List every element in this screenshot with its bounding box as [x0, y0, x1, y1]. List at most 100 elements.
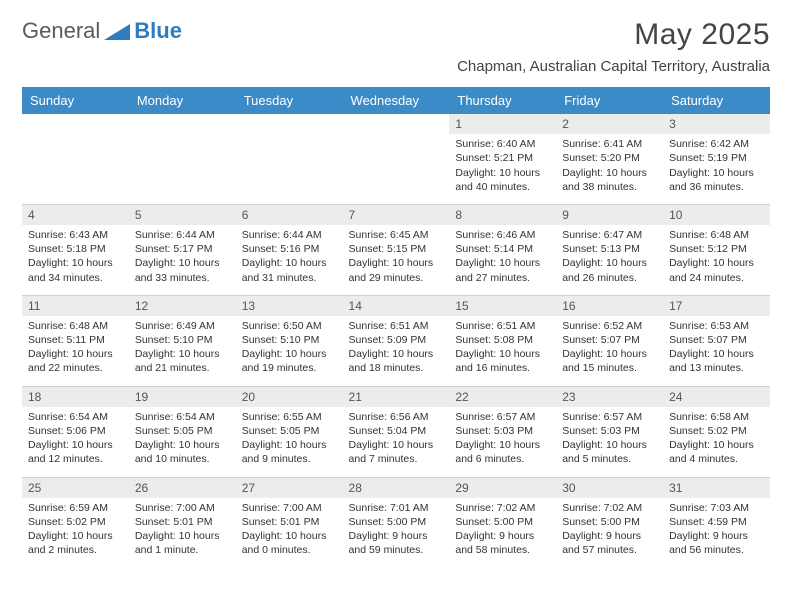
day-number: 19: [129, 387, 236, 407]
day-number-cell: 19: [129, 387, 236, 407]
day-number-cell: 5: [129, 205, 236, 225]
day-number-row: 25262728293031: [22, 478, 770, 498]
day-detail-cell: Sunrise: 6:45 AMSunset: 5:15 PMDaylight:…: [343, 225, 450, 295]
daylight-text: Daylight: 10 hours and 21 minutes.: [135, 347, 230, 375]
day-number: 2: [556, 114, 663, 134]
day-detail-cell: Sunrise: 6:57 AMSunset: 5:03 PMDaylight:…: [449, 407, 556, 477]
header: General Blue May 2025 Chapman, Australia…: [22, 18, 770, 75]
day-number: 3: [663, 114, 770, 134]
day-number: 18: [22, 387, 129, 407]
sunset-text: Sunset: 5:10 PM: [242, 333, 337, 347]
day-number-cell: 15: [449, 296, 556, 316]
sunset-text: Sunset: 5:00 PM: [349, 515, 444, 529]
sunrise-text: Sunrise: 7:00 AM: [242, 501, 337, 515]
sunset-text: Sunset: 5:15 PM: [349, 242, 444, 256]
day-detail-row: Sunrise: 6:59 AMSunset: 5:02 PMDaylight:…: [22, 498, 770, 568]
day-number-cell: 7: [343, 205, 450, 225]
day-detail-cell: Sunrise: 7:02 AMSunset: 5:00 PMDaylight:…: [449, 498, 556, 568]
day-number-cell: [22, 114, 129, 134]
sunrise-text: Sunrise: 6:41 AM: [562, 137, 657, 151]
day-number-cell: 6: [236, 205, 343, 225]
day-number: 16: [556, 296, 663, 316]
sunset-text: Sunset: 5:03 PM: [562, 424, 657, 438]
sunrise-text: Sunrise: 7:02 AM: [562, 501, 657, 515]
day-number-cell: 31: [663, 478, 770, 498]
daylight-text: Daylight: 10 hours and 6 minutes.: [455, 438, 550, 466]
day-detail-cell: Sunrise: 6:51 AMSunset: 5:08 PMDaylight:…: [449, 316, 556, 386]
day-number-row: 11121314151617: [22, 296, 770, 316]
day-detail-cell: Sunrise: 6:48 AMSunset: 5:12 PMDaylight:…: [663, 225, 770, 295]
daylight-text: Daylight: 9 hours and 57 minutes.: [562, 529, 657, 557]
location: Chapman, Australian Capital Territory, A…: [457, 58, 770, 75]
day-number: 24: [663, 387, 770, 407]
day-number-cell: 21: [343, 387, 450, 407]
sunset-text: Sunset: 5:20 PM: [562, 151, 657, 165]
day-header: Monday: [129, 87, 236, 114]
daylight-text: Daylight: 9 hours and 59 minutes.: [349, 529, 444, 557]
daylight-text: Daylight: 10 hours and 9 minutes.: [242, 438, 337, 466]
sunrise-text: Sunrise: 6:58 AM: [669, 410, 764, 424]
day-number: 9: [556, 205, 663, 225]
sunset-text: Sunset: 5:02 PM: [28, 515, 123, 529]
day-detail-row: Sunrise: 6:48 AMSunset: 5:11 PM Daylight:…: [22, 316, 770, 386]
day-detail-cell: [129, 134, 236, 204]
sunset-text: Sunset: 5:14 PM: [455, 242, 550, 256]
day-number: 26: [129, 478, 236, 498]
sunset-text: Sunset: 5:05 PM: [242, 424, 337, 438]
day-number-row: 18192021222324: [22, 387, 770, 407]
sunrise-text: Sunrise: 6:49 AM: [135, 319, 230, 333]
day-number: 27: [236, 478, 343, 498]
day-detail-cell: Sunrise: 7:01 AMSunset: 5:00 PMDaylight:…: [343, 498, 450, 568]
day-detail-cell: Sunrise: 6:59 AMSunset: 5:02 PMDaylight:…: [22, 498, 129, 568]
day-number: 22: [449, 387, 556, 407]
day-number: 4: [22, 205, 129, 225]
daylight-text: Daylight: 10 hours and 19 minutes.: [242, 347, 337, 375]
day-detail-cell: Sunrise: 6:50 AMSunset: 5:10 PMDaylight:…: [236, 316, 343, 386]
daylight-text: Daylight: 10 hours and 29 minutes.: [349, 256, 444, 284]
day-detail-row: Sunrise: 6:54 AMSunset: 5:06 PMDaylight:…: [22, 407, 770, 477]
day-number: 6: [236, 205, 343, 225]
day-number-cell: 13: [236, 296, 343, 316]
day-number-cell: 3: [663, 114, 770, 134]
day-detail-cell: Sunrise: 6:46 AMSunset: 5:14 PMDaylight:…: [449, 225, 556, 295]
day-number-cell: 14: [343, 296, 450, 316]
day-detail-cell: Sunrise: 6:56 AMSunset: 5:04 PMDaylight:…: [343, 407, 450, 477]
title-block: May 2025 Chapman, Australian Capital Ter…: [457, 18, 770, 75]
sunset-text: Sunset: 5:17 PM: [135, 242, 230, 256]
sunset-text: Sunset: 5:11 PM: [28, 333, 123, 347]
sunrise-text: Sunrise: 6:43 AM: [28, 228, 123, 242]
day-detail-cell: Sunrise: 6:51 AMSunset: 5:09 PMDaylight:…: [343, 316, 450, 386]
sunset-text: Sunset: 5:04 PM: [349, 424, 444, 438]
daylight-text: Daylight: 10 hours and 4 minutes.: [669, 438, 764, 466]
sunset-text: Sunset: 5:12 PM: [669, 242, 764, 256]
day-number: 28: [343, 478, 450, 498]
day-number-cell: [343, 114, 450, 134]
sunset-text: Sunset: 5:19 PM: [669, 151, 764, 165]
day-detail-cell: Sunrise: 6:54 AMSunset: 5:06 PMDaylight:…: [22, 407, 129, 477]
day-number-cell: 23: [556, 387, 663, 407]
day-number: 29: [449, 478, 556, 498]
day-detail-cell: Sunrise: 6:44 AMSunset: 5:16 PMDaylight:…: [236, 225, 343, 295]
sunrise-text: Sunrise: 6:56 AM: [349, 410, 444, 424]
daylight-text: Daylight: 10 hours and 16 minutes.: [455, 347, 550, 375]
daylight-text: Daylight: 10 hours and 2 minutes.: [28, 529, 123, 557]
daylight-text: Daylight: 10 hours and 34 minutes.: [28, 256, 123, 284]
sunset-text: Sunset: 5:16 PM: [242, 242, 337, 256]
daylight-text: Daylight: 10 hours and 27 minutes.: [455, 256, 550, 284]
sunset-text: Sunset: 5:05 PM: [135, 424, 230, 438]
sunset-text: Sunset: 4:59 PM: [669, 515, 764, 529]
sunrise-text: Sunrise: 6:48 AM: [28, 319, 123, 333]
sunrise-text: Sunrise: 6:45 AM: [349, 228, 444, 242]
day-detail-cell: Sunrise: 6:42 AMSunset: 5:19 PMDaylight:…: [663, 134, 770, 204]
daylight-text: Daylight: 10 hours and 33 minutes.: [135, 256, 230, 284]
sunset-text: Sunset: 5:09 PM: [349, 333, 444, 347]
sunset-text: Sunset: 5:10 PM: [135, 333, 230, 347]
day-number-cell: 9: [556, 205, 663, 225]
day-number: 7: [343, 205, 450, 225]
sunrise-text: Sunrise: 6:40 AM: [455, 137, 550, 151]
day-number-cell: 18: [22, 387, 129, 407]
day-number: 1: [449, 114, 556, 134]
sunset-text: Sunset: 5:00 PM: [455, 515, 550, 529]
day-number-cell: 11: [22, 296, 129, 316]
daylight-text: Daylight: 10 hours and 10 minutes.: [135, 438, 230, 466]
